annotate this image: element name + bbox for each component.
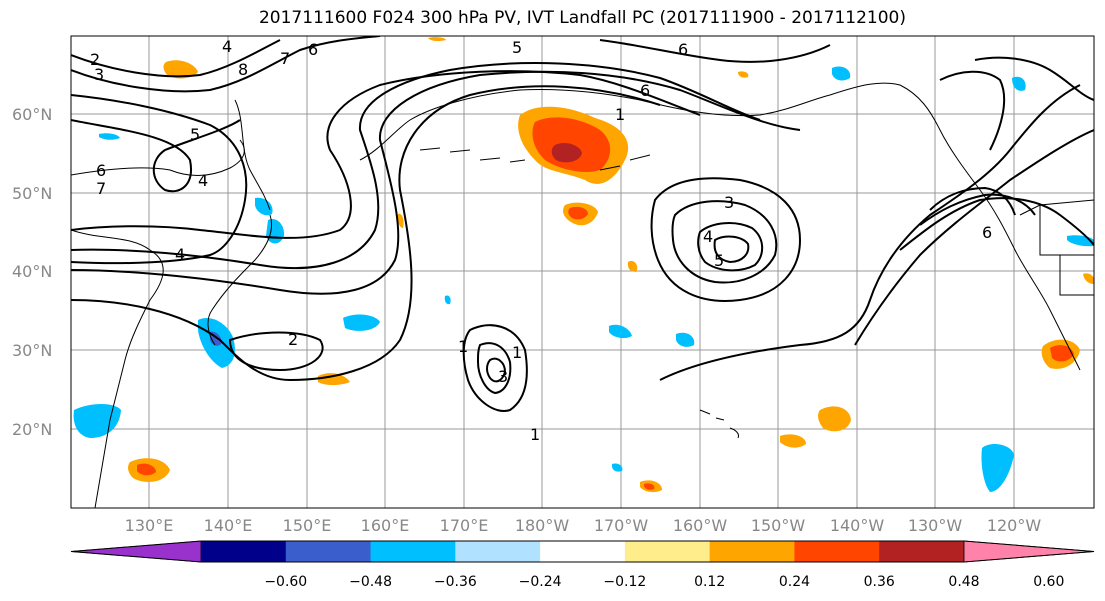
colorbar-tick-label: 0.36 bbox=[864, 574, 895, 590]
colorbar-tick-label: −0.36 bbox=[434, 574, 477, 590]
contour-label: 4 bbox=[175, 245, 185, 264]
colorbar-segment bbox=[455, 541, 541, 562]
contour-label: 8 bbox=[238, 60, 248, 79]
lon-label: 150°W bbox=[751, 516, 806, 535]
lon-label: 120°W bbox=[987, 516, 1042, 535]
lon-label: 160°E bbox=[361, 516, 410, 535]
contour-label: 5 bbox=[714, 251, 724, 270]
contour-label: 4 bbox=[222, 37, 232, 56]
contour-label: 5 bbox=[512, 38, 522, 57]
contour-label: 1 bbox=[615, 105, 625, 124]
colorbar-segment bbox=[709, 541, 795, 562]
map-title: 2017111600 F024 300 hPa PV, IVT Landfall… bbox=[258, 8, 906, 28]
colorbar-segments bbox=[70, 540, 1095, 563]
lon-label: 180°W bbox=[515, 516, 570, 535]
ivt-shading bbox=[73, 37, 1094, 493]
latitude-labels: 60°N 50°N 40°N 30°N 20°N bbox=[12, 105, 52, 439]
contour-label: 4 bbox=[703, 227, 713, 246]
colorbar-outline bbox=[70, 540, 1095, 563]
contour-label: 2 bbox=[90, 50, 100, 69]
colorbar-tick-label: −0.60 bbox=[264, 574, 307, 590]
colorbar-tick-label: 0.12 bbox=[694, 574, 725, 590]
colorbar-segment bbox=[370, 541, 456, 562]
contour-label: 6 bbox=[308, 40, 318, 59]
lon-label: 150°E bbox=[283, 516, 332, 535]
colorbar-segment bbox=[624, 541, 711, 562]
contour-label: 3 bbox=[94, 65, 104, 84]
colorbar-segment bbox=[879, 541, 965, 562]
lon-label: 130°E bbox=[125, 516, 174, 535]
colorbar-tick-label: −0.24 bbox=[519, 574, 562, 590]
colorbar-ticks: −0.60 −0.48 −0.36 −0.24 −0.12 0.12 0.24 0.36 0.4… bbox=[264, 574, 1064, 590]
map-frame bbox=[70, 35, 1095, 509]
colorbar-left-extend bbox=[70, 540, 202, 563]
contour-label: 2 bbox=[288, 330, 298, 349]
contour-label: 6 bbox=[982, 223, 992, 242]
contour-label: 3 bbox=[498, 367, 508, 386]
colorbar-tick-label: 0.60 bbox=[1033, 574, 1064, 590]
colorbar-tick-label: −0.48 bbox=[349, 574, 392, 590]
lat-label: 50°N bbox=[12, 184, 52, 203]
colorbar-segment bbox=[540, 541, 626, 562]
contour-label: 3 bbox=[724, 193, 734, 212]
contour-label: 7 bbox=[96, 179, 106, 198]
contour-label: 6 bbox=[96, 161, 106, 180]
lon-label: 170°E bbox=[440, 516, 489, 535]
colorbar-segment bbox=[794, 541, 880, 562]
lat-label: 40°N bbox=[12, 262, 52, 281]
longitude-labels: 130°E 140°E 150°E 160°E 170°E 180°W 170°… bbox=[125, 516, 1042, 535]
colorbar-tick-label: 0.24 bbox=[779, 574, 810, 590]
contour-labels: 4 6 5 6 2 3 7 8 5 4 6 7 4 2 1 3 1 1 6 1 … bbox=[90, 37, 992, 444]
colorbar-tick-label: 0.48 bbox=[948, 574, 979, 590]
colorbar-segment bbox=[201, 541, 287, 562]
colorbar-tick-label: −0.12 bbox=[603, 574, 646, 590]
colorbar-right-extend bbox=[963, 540, 1095, 563]
colorbar-segment bbox=[285, 541, 372, 562]
contour-label: 1 bbox=[512, 343, 522, 362]
contour-label: 6 bbox=[678, 40, 688, 59]
contour-label: 1 bbox=[458, 337, 468, 356]
contour-label: 5 bbox=[190, 125, 200, 144]
lon-label: 130°W bbox=[908, 516, 963, 535]
lat-label: 30°N bbox=[12, 341, 52, 360]
contour-label: 1 bbox=[530, 425, 540, 444]
lon-label: 170°W bbox=[594, 516, 649, 535]
lon-label: 140°W bbox=[830, 516, 885, 535]
lat-label: 20°N bbox=[12, 420, 52, 439]
contour-label: 7 bbox=[280, 49, 290, 68]
lat-label: 60°N bbox=[12, 105, 52, 124]
contour-label: 4 bbox=[198, 171, 208, 190]
lon-label: 160°W bbox=[673, 516, 728, 535]
lon-label: 140°E bbox=[204, 516, 253, 535]
pv-contours bbox=[71, 36, 1094, 412]
contour-label: 6 bbox=[640, 81, 650, 100]
